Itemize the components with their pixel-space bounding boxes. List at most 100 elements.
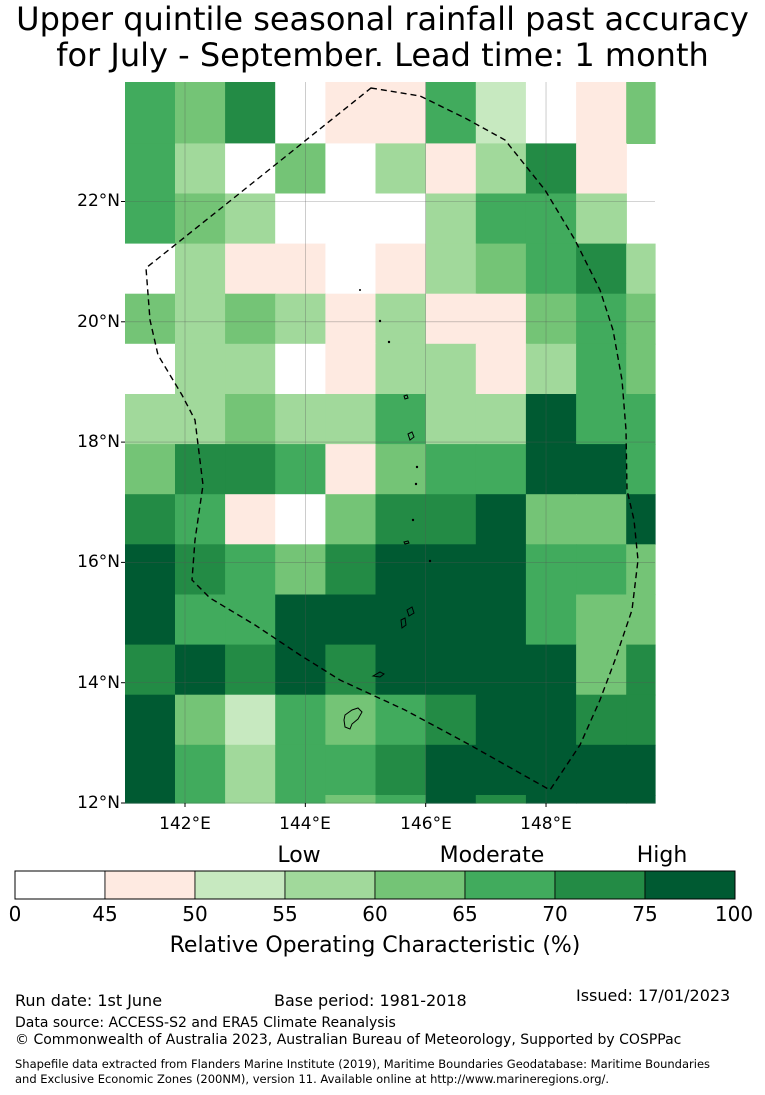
grid-cell [225,494,276,545]
grid-cell [125,243,176,295]
grid-cell [525,795,577,804]
grid-cell [225,744,276,796]
lat-tick-22: 22°N [77,191,120,211]
shapefile-credit-line-1: Shapefile data extracted from Flanders M… [15,1057,711,1071]
lat-tick-18: 18°N [77,432,120,452]
grid-cell [175,694,226,746]
grid-cell [626,82,656,144]
island-pagan [407,431,415,441]
colorbar [14,870,736,900]
grid-cell [275,343,326,395]
grid-cell [425,644,477,696]
grid-cell [475,343,527,395]
lon-tick-146: 146°E [400,814,452,834]
grid-cell [375,343,427,395]
grid-cell [525,594,577,646]
grid-cell [475,544,527,596]
grid-cell [375,544,427,596]
grid-cell [275,293,326,345]
island-guam [343,707,363,730]
grid-cell [325,494,377,545]
grid-cell [225,694,276,746]
grid-cell [475,494,527,545]
colorbar-label: Relative Operating Characteristic (%) [169,933,581,958]
grid-cell [576,243,627,295]
colorbar-tick-75: 75 [632,902,658,926]
grid-cell [375,644,427,696]
grid-cell [125,694,176,746]
grid-cell [626,243,656,295]
grid-cell [576,143,627,195]
grid-cell [375,293,427,345]
grid-cell [225,594,276,646]
colorbar-segment [194,870,286,900]
grid-cell [475,694,527,746]
grid-cell [125,394,176,445]
grid-cell [375,744,427,796]
grid-cell [125,744,176,796]
colorbar-segment [14,870,106,900]
grid-cell [525,644,577,696]
island-small [415,465,419,469]
grid-cell [525,544,577,596]
grid-cell [325,343,377,395]
grid-cell [175,394,226,445]
grid-cell [525,694,577,746]
grid-cell [576,694,627,746]
grid-cell [475,444,527,495]
island-small [411,518,415,522]
grid-cell [275,644,326,696]
grid-cell [325,444,377,495]
grid-cell [325,82,377,144]
grid-cell [175,243,226,295]
grid-cell [475,394,527,445]
grid-cell [576,82,627,144]
issued-date: Issued: 17/01/2023 [576,986,731,1005]
grid-cell [125,594,176,646]
colorbar-tick-70: 70 [542,902,568,926]
island-small [378,319,382,323]
grid-cell [525,243,577,295]
island-agrihan [403,394,409,400]
grid-cell [125,293,176,345]
grid-cell [425,243,477,295]
colorbar-tick-65: 65 [452,902,478,926]
grid-cell [576,494,627,545]
grid-cell [325,544,377,596]
lat-tick-12: 12°N [77,793,120,813]
grid-cell [325,293,377,345]
grid-cell [425,744,477,796]
lat-tick-14: 14°N [77,673,120,693]
grid-cell [576,444,627,495]
grid-cell [325,594,377,646]
grid-cell [275,243,326,295]
grid-cell [275,193,326,245]
grid-cell [325,744,377,796]
grid-cell [275,143,326,195]
grid-cell [525,293,577,345]
colorbar-segment [284,870,376,900]
grid-cell [275,795,326,804]
grid-cell [375,694,427,746]
grid-cell [325,394,377,445]
grid-cell [125,795,176,804]
grid-cell [425,544,477,596]
lon-tick-148: 148°E [520,814,572,834]
grid-cell [525,193,577,245]
grid-cell [475,82,527,144]
colorbar-tick-60: 60 [362,902,388,926]
colorbar-tick-100: 100 [714,902,754,926]
grid-cell [626,594,656,646]
grid-cell [325,644,377,696]
grid-cell [475,243,527,295]
grid-cell [425,394,477,445]
grid-cell [275,494,326,545]
grid-cell [275,594,326,646]
island-tinian [400,617,407,629]
grid-cell [375,82,427,144]
colorbar-tick-55: 55 [272,902,298,926]
grid-cell [425,143,477,195]
grid-cell [275,744,326,796]
grid-cell [475,193,527,245]
lon-tick-144: 144°E [279,814,331,834]
